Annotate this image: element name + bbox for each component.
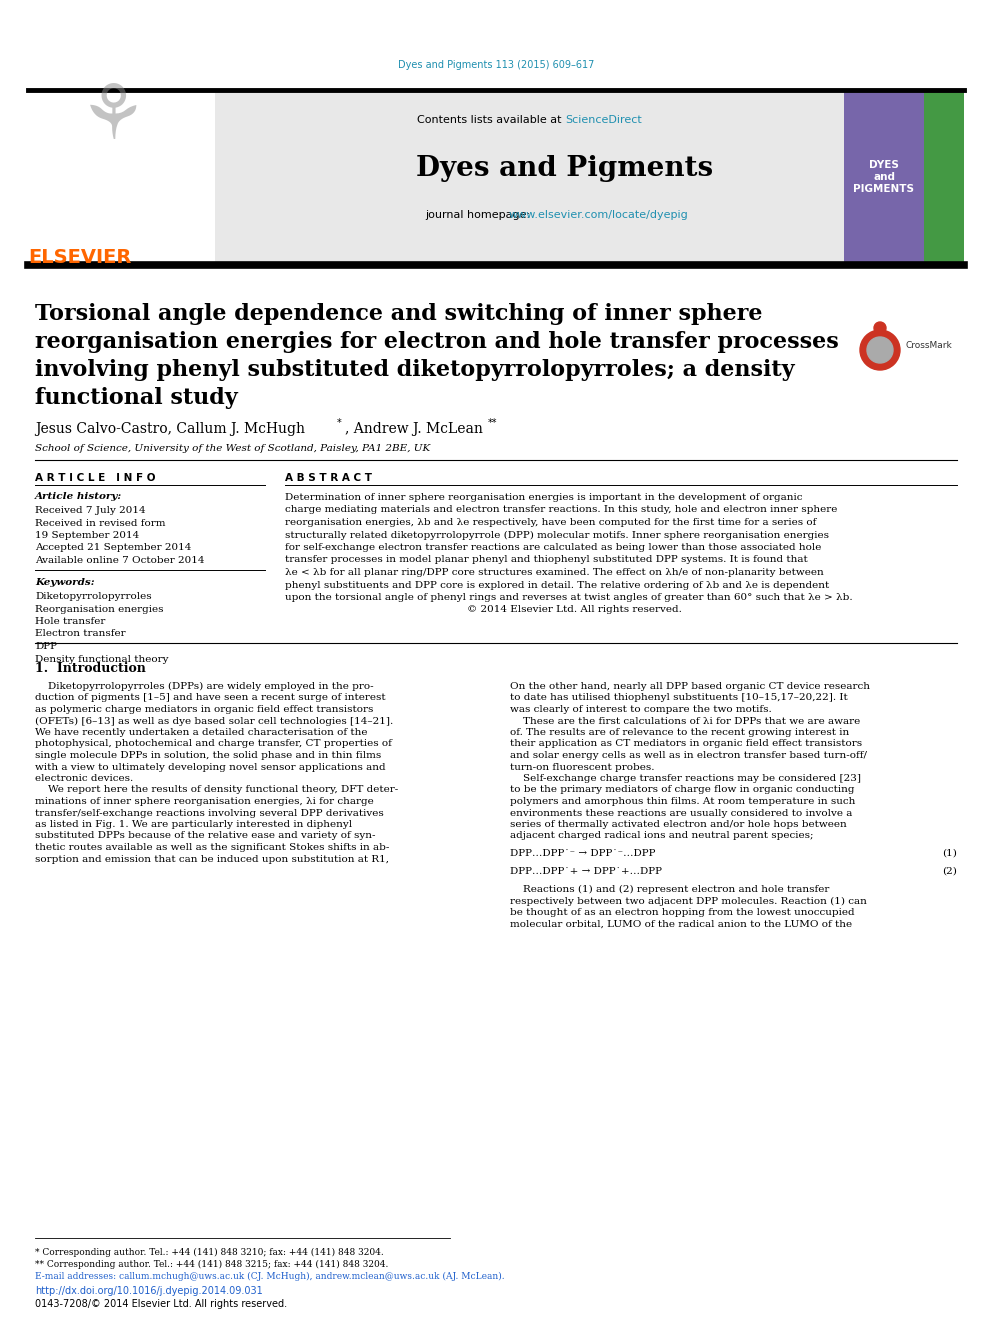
Circle shape bbox=[874, 321, 886, 333]
Text: *: * bbox=[337, 418, 342, 429]
Text: phenyl substituents and DPP core is explored in detail. The relative ordering of: phenyl substituents and DPP core is expl… bbox=[285, 581, 829, 590]
Text: Accepted 21 September 2014: Accepted 21 September 2014 bbox=[35, 544, 191, 553]
Text: 1.  Introduction: 1. Introduction bbox=[35, 662, 146, 675]
Text: Self-exchange charge transfer reactions may be considered [23]: Self-exchange charge transfer reactions … bbox=[510, 774, 861, 783]
Text: upon the torsional angle of phenyl rings and reverses at twist angles of greater: upon the torsional angle of phenyl rings… bbox=[285, 593, 853, 602]
Text: electronic devices.: electronic devices. bbox=[35, 774, 133, 783]
Text: Determination of inner sphere reorganisation energies is important in the develo: Determination of inner sphere reorganisa… bbox=[285, 493, 803, 501]
Text: transfer processes in model planar phenyl and thiophenyl substituted DPP systems: transfer processes in model planar pheny… bbox=[285, 556, 807, 565]
Text: Contents lists available at: Contents lists available at bbox=[417, 115, 565, 124]
Text: (OFETs) [6–13] as well as dye based solar cell technologies [14–21].: (OFETs) [6–13] as well as dye based sola… bbox=[35, 717, 393, 725]
Text: Electron transfer: Electron transfer bbox=[35, 630, 126, 639]
Text: molecular orbital, LUMO of the radical anion to the LUMO of the: molecular orbital, LUMO of the radical a… bbox=[510, 919, 852, 929]
Text: structurally related diketopyrrolopyrrole (DPP) molecular motifs. Inner sphere r: structurally related diketopyrrolopyrrol… bbox=[285, 531, 829, 540]
Text: www.elsevier.com/locate/dyepig: www.elsevier.com/locate/dyepig bbox=[509, 210, 688, 220]
Text: Reorganisation energies: Reorganisation energies bbox=[35, 605, 164, 614]
Text: thetic routes available as well as the significant Stokes shifts in ab-: thetic routes available as well as the s… bbox=[35, 843, 390, 852]
Text: substituted DPPs because of the relative ease and variety of syn-: substituted DPPs because of the relative… bbox=[35, 831, 376, 840]
Text: as polymeric charge mediators in organic field effect transistors: as polymeric charge mediators in organic… bbox=[35, 705, 373, 714]
Text: * Corresponding author. Tel.: +44 (141) 848 3210; fax: +44 (141) 848 3204.: * Corresponding author. Tel.: +44 (141) … bbox=[35, 1248, 384, 1257]
Text: polymers and amorphous thin films. At room temperature in such: polymers and amorphous thin films. At ro… bbox=[510, 796, 855, 806]
Bar bbox=[28, 90, 215, 265]
Circle shape bbox=[867, 337, 893, 363]
Text: functional study: functional study bbox=[35, 388, 238, 409]
Text: involving phenyl substituted diketopyrrolopyrroles; a density: involving phenyl substituted diketopyrro… bbox=[35, 359, 795, 381]
Text: charge mediating materials and electron transfer reactions. In this study, hole : charge mediating materials and electron … bbox=[285, 505, 837, 515]
Text: Received in revised form: Received in revised form bbox=[35, 519, 166, 528]
Text: © 2014 Elsevier Ltd. All rights reserved.: © 2014 Elsevier Ltd. All rights reserved… bbox=[285, 606, 682, 614]
Text: turn-on fluorescent probes.: turn-on fluorescent probes. bbox=[510, 762, 655, 771]
Text: A B S T R A C T: A B S T R A C T bbox=[285, 474, 372, 483]
Text: be thought of as an electron hopping from the lowest unoccupied: be thought of as an electron hopping fro… bbox=[510, 908, 855, 917]
Text: Reactions (1) and (2) represent electron and hole transfer: Reactions (1) and (2) represent electron… bbox=[510, 885, 829, 894]
Text: of. The results are of relevance to the recent growing interest in: of. The results are of relevance to the … bbox=[510, 728, 849, 737]
Text: sorption and emission that can be induced upon substitution at R1,: sorption and emission that can be induce… bbox=[35, 855, 389, 864]
Text: duction of pigments [1–5] and have seen a recent surge of interest: duction of pigments [1–5] and have seen … bbox=[35, 693, 386, 703]
Text: DPP: DPP bbox=[35, 642, 57, 651]
Text: reorganisation energies, λb and λe respectively, have been computed for the firs: reorganisation energies, λb and λe respe… bbox=[285, 519, 816, 527]
Text: Keywords:: Keywords: bbox=[35, 578, 94, 587]
Circle shape bbox=[860, 329, 900, 370]
Text: **: ** bbox=[488, 418, 498, 429]
Text: DPP…DPP˙+ → DPP˙+…DPP: DPP…DPP˙+ → DPP˙+…DPP bbox=[510, 867, 662, 876]
Text: DYES
and
PIGMENTS: DYES and PIGMENTS bbox=[853, 160, 915, 193]
Text: series of thermally activated electron and/or hole hops between: series of thermally activated electron a… bbox=[510, 820, 847, 830]
Text: 19 September 2014: 19 September 2014 bbox=[35, 531, 139, 540]
Text: Dyes and Pigments: Dyes and Pigments bbox=[417, 155, 713, 183]
Text: We have recently undertaken a detailed characterisation of the: We have recently undertaken a detailed c… bbox=[35, 728, 367, 737]
Text: minations of inner sphere reorganisation energies, λi for charge: minations of inner sphere reorganisation… bbox=[35, 796, 374, 806]
Text: as listed in Fig. 1. We are particularly interested in diphenyl: as listed in Fig. 1. We are particularly… bbox=[35, 820, 352, 830]
Text: School of Science, University of the West of Scotland, Paisley, PA1 2BE, UK: School of Science, University of the Wes… bbox=[35, 445, 431, 452]
Text: Jesus Calvo-Castro, Callum J. McHugh: Jesus Calvo-Castro, Callum J. McHugh bbox=[35, 422, 305, 437]
Text: adjacent charged radical ions and neutral parent species;: adjacent charged radical ions and neutra… bbox=[510, 831, 813, 840]
Text: Diketopyrrolopyrroles: Diketopyrrolopyrroles bbox=[35, 591, 152, 601]
Text: E-mail addresses: callum.mchugh@uws.ac.uk (CJ. McHugh), andrew.mclean@uws.ac.uk : E-mail addresses: callum.mchugh@uws.ac.u… bbox=[35, 1271, 505, 1281]
Text: reorganisation energies for electron and hole transfer processes: reorganisation energies for electron and… bbox=[35, 331, 839, 353]
Text: Received 7 July 2014: Received 7 July 2014 bbox=[35, 505, 146, 515]
Text: These are the first calculations of λi for DPPs that we are aware: These are the first calculations of λi f… bbox=[510, 717, 860, 725]
Text: http://dx.doi.org/10.1016/j.dyepig.2014.09.031: http://dx.doi.org/10.1016/j.dyepig.2014.… bbox=[35, 1286, 263, 1297]
Text: ELSEVIER: ELSEVIER bbox=[28, 247, 131, 267]
Text: Density functional theory: Density functional theory bbox=[35, 655, 169, 664]
Text: ScienceDirect: ScienceDirect bbox=[565, 115, 642, 124]
Text: , Andrew J. McLean: , Andrew J. McLean bbox=[345, 422, 483, 437]
Text: Available online 7 October 2014: Available online 7 October 2014 bbox=[35, 556, 204, 565]
Text: ** Corresponding author. Tel.: +44 (141) 848 3215; fax: +44 (141) 848 3204.: ** Corresponding author. Tel.: +44 (141)… bbox=[35, 1259, 389, 1269]
Text: to date has utilised thiophenyl substituents [10–15,17–20,22]. It: to date has utilised thiophenyl substitu… bbox=[510, 693, 848, 703]
Bar bbox=[924, 90, 964, 265]
Text: On the other hand, nearly all DPP based organic CT device research: On the other hand, nearly all DPP based … bbox=[510, 681, 870, 691]
Text: (1): (1) bbox=[942, 849, 957, 859]
Text: Hole transfer: Hole transfer bbox=[35, 617, 105, 626]
Text: Diketopyrrolopyrroles (DPPs) are widely employed in the pro-: Diketopyrrolopyrroles (DPPs) are widely … bbox=[35, 681, 374, 691]
Text: transfer/self-exchange reactions involving several DPP derivatives: transfer/self-exchange reactions involvi… bbox=[35, 808, 384, 818]
Text: respectively between two adjacent DPP molecules. Reaction (1) can: respectively between two adjacent DPP mo… bbox=[510, 897, 867, 906]
Text: their application as CT mediators in organic field effect transistors: their application as CT mediators in org… bbox=[510, 740, 862, 749]
Text: single molecule DPPs in solution, the solid phase and in thin films: single molecule DPPs in solution, the so… bbox=[35, 751, 381, 759]
Text: CrossMark: CrossMark bbox=[905, 340, 951, 349]
Bar bbox=[844, 90, 964, 265]
Text: photophysical, photochemical and charge transfer, CT properties of: photophysical, photochemical and charge … bbox=[35, 740, 392, 749]
Text: and solar energy cells as well as in electron transfer based turn-off/: and solar energy cells as well as in ele… bbox=[510, 751, 867, 759]
Text: ⚘: ⚘ bbox=[78, 81, 147, 155]
Text: 0143-7208/© 2014 Elsevier Ltd. All rights reserved.: 0143-7208/© 2014 Elsevier Ltd. All right… bbox=[35, 1299, 287, 1308]
Text: Article history:: Article history: bbox=[35, 492, 122, 501]
Text: (2): (2) bbox=[942, 867, 957, 876]
Text: Dyes and Pigments 113 (2015) 609–617: Dyes and Pigments 113 (2015) 609–617 bbox=[398, 60, 594, 70]
Text: environments these reactions are usually considered to involve a: environments these reactions are usually… bbox=[510, 808, 852, 818]
Text: We report here the results of density functional theory, DFT deter-: We report here the results of density fu… bbox=[35, 786, 398, 795]
Text: for self-exchange electron transfer reactions are calculated as being lower than: for self-exchange electron transfer reac… bbox=[285, 542, 821, 552]
Text: journal homepage:: journal homepage: bbox=[425, 210, 534, 220]
Text: A R T I C L E   I N F O: A R T I C L E I N F O bbox=[35, 474, 156, 483]
Bar bbox=[215, 90, 915, 265]
Text: to be the primary mediators of charge flow in organic conducting: to be the primary mediators of charge fl… bbox=[510, 786, 854, 795]
Text: with a view to ultimately developing novel sensor applications and: with a view to ultimately developing nov… bbox=[35, 762, 386, 771]
Text: DPP…DPP˙⁻ → DPP˙⁻…DPP: DPP…DPP˙⁻ → DPP˙⁻…DPP bbox=[510, 849, 656, 859]
Text: λe < λb for all planar ring/DPP core structures examined. The effect on λh/e of : λe < λb for all planar ring/DPP core str… bbox=[285, 568, 823, 577]
Text: Torsional angle dependence and switching of inner sphere: Torsional angle dependence and switching… bbox=[35, 303, 763, 325]
Text: was clearly of interest to compare the two motifs.: was clearly of interest to compare the t… bbox=[510, 705, 772, 714]
